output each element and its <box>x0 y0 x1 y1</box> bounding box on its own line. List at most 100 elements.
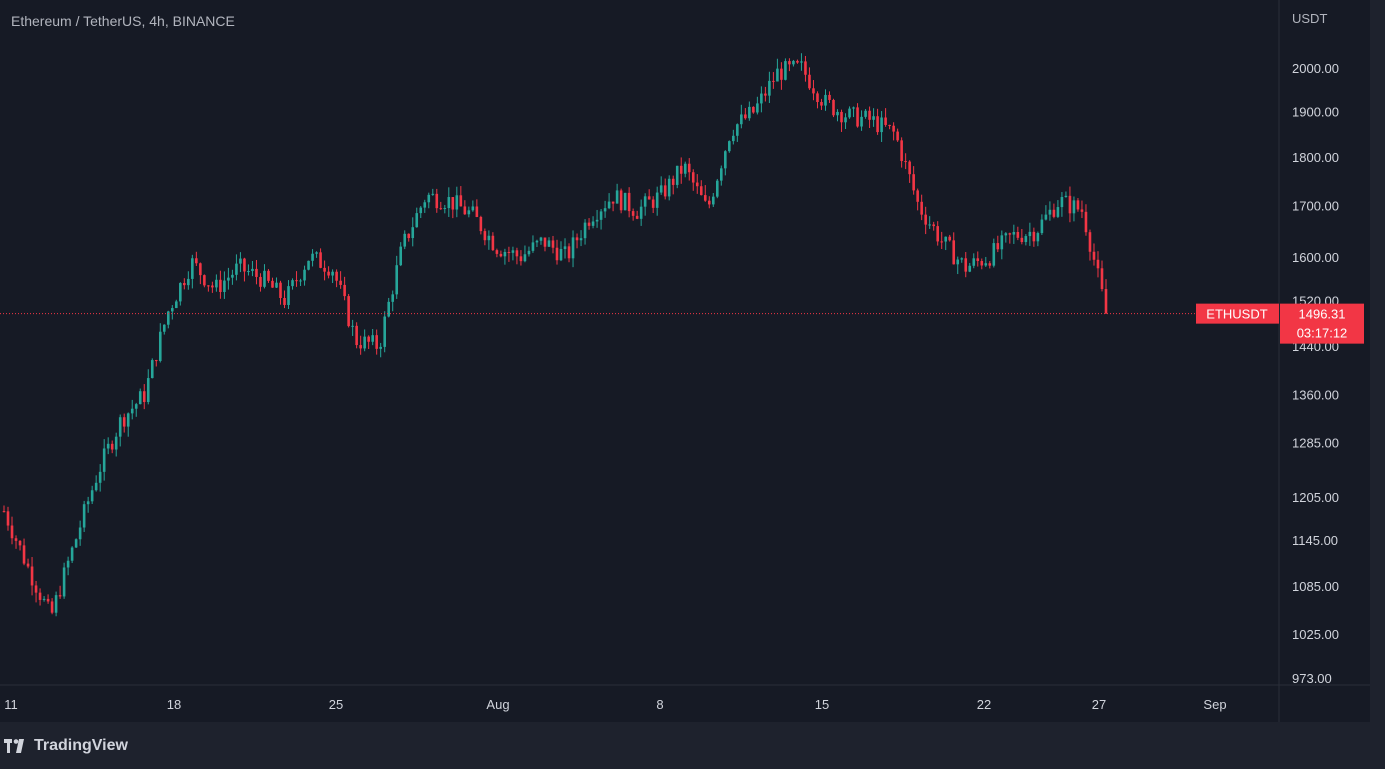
candle-body <box>255 268 258 277</box>
candle-body <box>876 116 879 133</box>
candle-body <box>687 163 691 173</box>
candle-body <box>183 283 186 286</box>
candle-body <box>2 511 6 513</box>
candle-body <box>1040 219 1044 234</box>
candle-body <box>150 360 154 379</box>
chart-area[interactable] <box>0 0 1370 722</box>
candle-body <box>655 192 659 208</box>
candle-body <box>583 222 587 239</box>
candle-body <box>211 285 214 288</box>
candle-body <box>972 258 976 266</box>
candle-body <box>203 275 206 286</box>
candle-body <box>599 211 603 220</box>
candle-body <box>243 258 246 272</box>
candle-body <box>683 163 687 174</box>
candle-body <box>928 224 931 226</box>
candle-body <box>848 108 851 118</box>
candle-body <box>118 417 122 437</box>
symbol-tag-box <box>1196 303 1279 324</box>
candle-body <box>295 280 298 282</box>
candle-body <box>507 251 511 253</box>
candle-body <box>1076 200 1080 210</box>
candle-body <box>952 240 956 265</box>
candle-body <box>924 214 927 225</box>
candle-body <box>784 61 787 80</box>
candle-body <box>122 417 126 427</box>
candle-body <box>932 224 935 227</box>
candle-body <box>623 192 627 211</box>
candle-body <box>904 161 907 163</box>
candle-body <box>166 311 170 325</box>
candle-body <box>832 99 835 116</box>
candle-body <box>195 258 198 264</box>
candle-body <box>675 165 679 185</box>
time-tick-label: Aug <box>486 697 509 712</box>
candle-body <box>1044 214 1048 220</box>
right-scroll-strip <box>1370 0 1385 722</box>
candle-body <box>239 258 242 264</box>
candle-body <box>852 107 855 109</box>
candle-body <box>455 195 459 210</box>
price-tick-label: 973.00 <box>1292 671 1332 686</box>
candle-body <box>335 271 338 281</box>
candle-body <box>78 527 82 540</box>
candle-body <box>319 252 322 268</box>
candle-body <box>792 60 795 65</box>
candle-body <box>519 256 523 262</box>
candle-body <box>130 408 134 414</box>
symbol-tag-label: ETHUSDT <box>1206 307 1267 322</box>
candle-body <box>780 68 783 80</box>
candle-body <box>511 250 515 253</box>
candle-body <box>359 345 362 349</box>
candle-body <box>70 547 74 561</box>
price-unit-label: USDT <box>1292 11 1328 26</box>
candle-body <box>535 240 539 243</box>
candle-body <box>756 103 759 113</box>
candle-body <box>639 206 643 219</box>
tradingview-logo[interactable]: TradingView <box>4 736 128 756</box>
candle-body <box>14 538 18 541</box>
candle-body <box>231 274 234 278</box>
candle-body <box>571 237 575 259</box>
candle-body <box>671 178 675 185</box>
candle-body <box>868 110 871 120</box>
countdown-label: 03:17:12 <box>1297 326 1348 341</box>
candle-body <box>956 259 960 265</box>
candle-body <box>992 243 996 266</box>
candle-body <box>864 110 867 117</box>
candle-body <box>219 279 222 293</box>
chart-canvas[interactable]: 973.00 1025.00 1085.00 1145.00 1205.00 1285.0… <box>0 0 1385 722</box>
candle-body <box>908 161 911 175</box>
candle-body <box>643 196 647 207</box>
price-tick-label: 1025.00 <box>1292 627 1339 642</box>
candle-body <box>1000 235 1004 250</box>
candle-body <box>647 196 651 200</box>
candle-body <box>816 93 819 103</box>
candle-body <box>1036 233 1040 242</box>
candle-body <box>595 219 599 222</box>
footer-bar <box>0 722 1385 769</box>
candle-body <box>976 258 980 262</box>
candle-body <box>323 267 326 272</box>
candle-body <box>54 595 58 613</box>
candle-body <box>367 336 370 342</box>
candle-body <box>407 233 411 239</box>
candle-body <box>223 280 226 293</box>
candle-body <box>724 151 727 169</box>
candle-body <box>760 93 763 104</box>
candle-body <box>916 190 919 202</box>
candle-body <box>475 206 479 218</box>
candle-body <box>607 201 611 209</box>
candle-body <box>824 94 827 106</box>
candle-body <box>291 280 294 287</box>
candle-body <box>1080 209 1084 212</box>
candle-body <box>6 511 10 526</box>
candle-body <box>768 80 771 96</box>
candle-body <box>651 199 655 208</box>
price-tick-label: 1700.00 <box>1292 199 1339 214</box>
candle-body <box>715 180 719 197</box>
candle-body <box>74 539 78 548</box>
candle-body <box>523 254 527 262</box>
candle-body <box>439 208 443 210</box>
candle-body <box>94 482 98 491</box>
